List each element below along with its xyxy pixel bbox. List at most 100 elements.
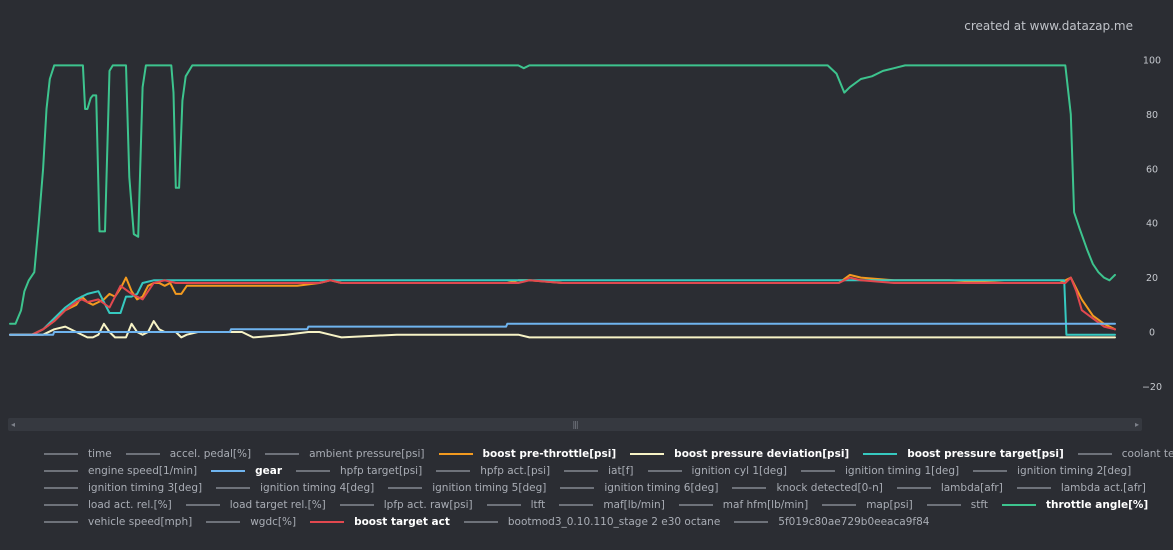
legend-item[interactable]: ltft <box>486 498 546 511</box>
credit-text[interactable]: created at www.datazap.me <box>964 19 1133 33</box>
legend-item[interactable]: hpfp act.[psi] <box>436 465 550 477</box>
legend-item[interactable]: throttle angle[%] <box>1001 498 1149 511</box>
legend-item[interactable]: ignition timing 2[deg] <box>973 465 1131 477</box>
legend-item[interactable]: ignition cyl 1[deg] <box>647 465 787 477</box>
legend-swatch-icon <box>734 520 769 523</box>
legend-item[interactable]: ignition timing 6[deg] <box>560 482 718 494</box>
legend-swatch-icon <box>211 469 246 472</box>
legend-label: wgdc[%] <box>250 515 297 528</box>
legend-swatch-icon <box>678 503 713 506</box>
scroll-grip-icon[interactable]: ||| <box>572 420 578 429</box>
legend-item[interactable]: boost pre-throttle[psi] <box>438 447 617 460</box>
legend-item[interactable]: iat[f] <box>564 464 634 477</box>
legend-label: iat[f] <box>608 464 634 477</box>
legend-swatch-icon <box>206 520 241 523</box>
legend-item[interactable]: ignition timing 5[deg] <box>388 482 546 494</box>
legend-swatch-icon <box>560 486 595 489</box>
legend-label: boost target act <box>354 515 450 528</box>
legend-item[interactable]: maf[lb/min] <box>559 498 665 511</box>
line-chart: 100 80 60 40 20 0 −20 <box>9 56 1162 393</box>
legend-item[interactable]: time <box>44 448 112 460</box>
legend-swatch-icon <box>822 503 857 506</box>
legend-label: engine speed[1/min] <box>88 464 198 477</box>
legend-label: ignition timing 1[deg] <box>845 464 960 477</box>
legend-swatch-icon <box>310 520 345 523</box>
legend-item[interactable]: maf hfm[lb/min] <box>678 499 808 511</box>
legend-item[interactable]: knock detected[0-n] <box>732 482 883 494</box>
legend-swatch-icon <box>44 520 78 523</box>
legend-label: ltft <box>530 498 546 511</box>
legend-item[interactable]: stft <box>926 498 988 511</box>
legend-item[interactable]: boost pressure target[psi] <box>863 448 1064 460</box>
legend-label: lambda[afr] <box>940 481 1003 494</box>
legend-swatch-icon <box>296 469 330 472</box>
legend-swatch-icon <box>44 486 78 489</box>
chart-legend: time accel. pedal[%] ambient pressure[psi]… <box>44 445 1173 530</box>
legend-item[interactable]: lambda[afr] <box>896 481 1003 494</box>
legend-item[interactable]: vehicle speed[mph] <box>44 516 192 528</box>
legend-label: stft <box>970 498 988 511</box>
legend-swatch-icon <box>44 452 78 455</box>
legend-label: vehicle speed[mph] <box>88 515 193 528</box>
legend-label: ignition timing 6[deg] <box>604 481 719 494</box>
y-tick-label: 100 <box>1143 56 1161 67</box>
y-tick-label: −20 <box>1142 382 1162 393</box>
legend-item[interactable]: ignition timing 1[deg] <box>801 465 959 477</box>
legend-swatch-icon <box>44 469 78 472</box>
legend-label: lpfp act. raw[psi] <box>383 498 473 511</box>
legend-label: load target rel.[%] <box>229 498 326 511</box>
legend-item[interactable]: ambient pressure[psi] <box>265 447 425 460</box>
legend-item[interactable]: ignition timing 3[deg] <box>44 482 202 494</box>
legend-label: ignition timing 5[deg] <box>432 481 547 494</box>
series-line-boost-pre-throttle-psi <box>9 273 1116 336</box>
legend-item[interactable]: bootmod3_0.10.110_stage 2 e30 octane <box>463 516 720 528</box>
series-line-boost-pressure-deviation-psi <box>9 320 1116 339</box>
legend-label: throttle angle[%] <box>1045 498 1149 511</box>
scroll-left-icon[interactable]: ◂ <box>11 420 16 429</box>
legend-item[interactable]: load act. rel.[%] <box>44 499 172 511</box>
y-tick-label: 0 <box>1149 328 1155 339</box>
legend-swatch-icon <box>185 503 220 506</box>
legend-item[interactable]: lambda act.[afr] <box>1016 481 1146 494</box>
legend-label: ambient pressure[psi] <box>309 447 425 460</box>
legend-swatch-icon <box>486 503 521 506</box>
legend-item[interactable]: load target rel.[%] <box>185 498 326 511</box>
legend-label: lambda act.[afr] <box>1060 481 1146 494</box>
legend-item[interactable]: engine speed[1/min] <box>44 465 197 477</box>
legend-label: ignition timing 2[deg] <box>1017 464 1132 477</box>
legend-item[interactable]: hpfp target[psi] <box>296 465 422 477</box>
legend-item[interactable]: coolant temp[f] <box>1077 447 1173 460</box>
legend-item[interactable]: boost target act <box>310 516 450 528</box>
legend-item[interactable]: 5f019c80ae729b0eeaca9f84 <box>734 516 929 528</box>
legend-item[interactable]: gear <box>211 465 282 477</box>
legend-label: hpfp act.[psi] <box>480 464 551 477</box>
legend-label: gear <box>255 464 282 477</box>
legend-swatch-icon <box>863 452 898 455</box>
legend-label: ignition timing 4[deg] <box>260 481 375 494</box>
legend-swatch-icon <box>216 486 251 489</box>
series-line-boost-target-act <box>9 276 1116 336</box>
legend-item[interactable]: map[psi] <box>822 499 913 511</box>
chart-scrollbar[interactable]: ◂ ||| ▸ <box>8 418 1142 431</box>
legend-label: coolant temp[f] <box>1121 447 1173 460</box>
legend-swatch-icon <box>926 503 961 506</box>
legend-item[interactable]: lpfp act. raw[psi] <box>339 498 473 511</box>
y-axis: 100 80 60 40 20 0 −20 <box>1142 56 1162 393</box>
legend-label: accel. pedal[%] <box>169 447 252 460</box>
legend-swatch-icon <box>125 452 160 455</box>
legend-item[interactable]: wgdc[%] <box>206 516 296 528</box>
legend-label: time <box>88 447 112 460</box>
legend-swatch-icon <box>564 469 599 472</box>
legend-row: ignition timing 3[deg] ignition timing 4[… <box>44 479 1154 496</box>
legend-label: maf[lb/min] <box>603 498 665 511</box>
legend-label: 5f019c80ae729b0eeaca9f84 <box>778 515 930 528</box>
legend-label: ignition timing 3[deg] <box>88 481 203 494</box>
legend-item[interactable]: ignition timing 4[deg] <box>216 482 374 494</box>
scroll-right-icon[interactable]: ▸ <box>1134 420 1139 429</box>
legend-label: boost pre-throttle[psi] <box>482 447 617 460</box>
series-layer <box>9 64 1116 339</box>
legend-item[interactable]: accel. pedal[%] <box>125 447 252 460</box>
legend-swatch-icon <box>896 486 931 489</box>
legend-item[interactable]: boost pressure deviation[psi] <box>630 448 849 460</box>
legend-label: map[psi] <box>866 498 913 511</box>
